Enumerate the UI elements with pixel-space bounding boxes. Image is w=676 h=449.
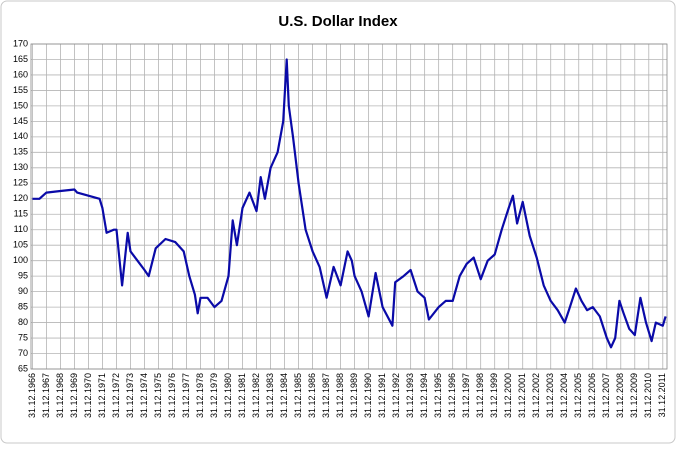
x-tick-label: 31.12.1986	[307, 373, 317, 418]
x-tick-label: 31.12.1990	[363, 373, 373, 418]
y-tick-label: 165	[13, 54, 28, 64]
x-tick-label: 31.12.1981	[237, 373, 247, 418]
x-tick-label: 31.12.2009	[629, 373, 639, 418]
y-tick-label: 115	[14, 209, 28, 219]
y-tick-label: 125	[13, 178, 28, 188]
x-tick-label: 31.12.1992	[391, 373, 401, 418]
y-tick-label: 100	[13, 255, 28, 265]
x-tick-label: 31.12.1971	[97, 373, 107, 418]
y-tick-label: 135	[13, 147, 28, 157]
x-tick-label: 31.12.1993	[405, 373, 415, 418]
y-tick-label: 80	[18, 317, 28, 327]
y-tick-label: 155	[13, 85, 28, 95]
x-tick-label: 31.12.1975	[153, 373, 163, 418]
y-tick-label: 170	[13, 38, 28, 48]
x-tick-label: 31.12.2008	[615, 373, 625, 418]
chart-title: U.S. Dollar Index	[278, 13, 398, 30]
x-tick-label: 31.12.2010	[643, 373, 653, 418]
x-tick-label: 31.12.1987	[321, 373, 331, 418]
x-tick-label: 31.12.2011	[657, 373, 667, 417]
y-tick-label: 160	[13, 69, 28, 79]
y-tick-label: 110	[14, 224, 28, 234]
x-tick-label: 31.12.2003	[545, 373, 555, 418]
y-tick-label: 130	[13, 162, 28, 172]
x-tick-label: 31.12.1978	[195, 373, 205, 418]
x-tick-label: 31.12.1999	[489, 373, 499, 418]
x-tick-label: 31.12.1980	[223, 373, 233, 418]
y-tick-label: 145	[13, 116, 28, 126]
y-tick-label: 150	[13, 100, 28, 110]
line-series	[32, 58, 667, 349]
x-tick-label: 31.12.1983	[265, 373, 275, 418]
plot-border	[30, 43, 668, 370]
x-tick-label: 31.12.1994	[419, 373, 429, 418]
x-tick-label: 31.12.1984	[279, 373, 289, 418]
x-tick-label: 31.12.1972	[111, 373, 121, 418]
x-tick-label: 31.12.2007	[601, 373, 611, 418]
x-tick-label: 31.12.1976	[167, 373, 177, 418]
x-tick-label: 31.12.1967	[41, 373, 51, 418]
x-tick-label: 31.12.1969	[69, 373, 79, 418]
y-tick-label: 105	[13, 240, 28, 250]
x-tick-label: 31.12.1982	[251, 373, 261, 418]
x-tick-label: 31.12.1966	[27, 373, 37, 418]
y-tick-label: 90	[18, 286, 28, 296]
x-tick-label: 31.12.1977	[181, 373, 191, 418]
x-tick-label: 31.12.1997	[461, 373, 471, 418]
x-tick-label: 31.12.1974	[139, 373, 149, 418]
x-tick-label: 31.12.1968	[55, 373, 65, 418]
y-tick-label: 140	[13, 131, 28, 141]
x-tick-label: 31.12.1991	[377, 373, 387, 418]
x-tick-label: 31.12.1979	[209, 373, 219, 418]
x-tick-label: 31.12.2000	[503, 373, 513, 418]
x-tick-label: 31.12.1973	[125, 373, 135, 418]
x-tick-label: 31.12.1988	[335, 373, 345, 418]
x-tick-label: 31.12.1989	[349, 373, 359, 418]
y-tick-label: 65	[18, 363, 28, 373]
y-tick-label: 70	[18, 348, 28, 358]
x-tick-label: 31.12.2005	[573, 373, 583, 418]
x-tick-label: 31.12.2001	[517, 373, 527, 418]
y-tick-label: 75	[18, 332, 28, 342]
y-tick-label: 95	[18, 271, 28, 281]
x-tick-label: 31.12.2002	[531, 373, 541, 418]
x-tick-label: 31.12.2006	[587, 373, 597, 418]
x-tick-label: 31.12.1970	[83, 373, 93, 418]
x-tick-label: 31.12.1998	[475, 373, 485, 418]
x-tick-label: 31.12.2004	[559, 373, 569, 418]
y-tick-label: 120	[13, 193, 28, 203]
x-tick-label: 31.12.1995	[433, 373, 443, 418]
x-tick-label: 31.12.1985	[293, 373, 303, 418]
y-tick-label: 85	[18, 301, 28, 311]
x-tick-label: 31.12.1996	[447, 373, 457, 418]
